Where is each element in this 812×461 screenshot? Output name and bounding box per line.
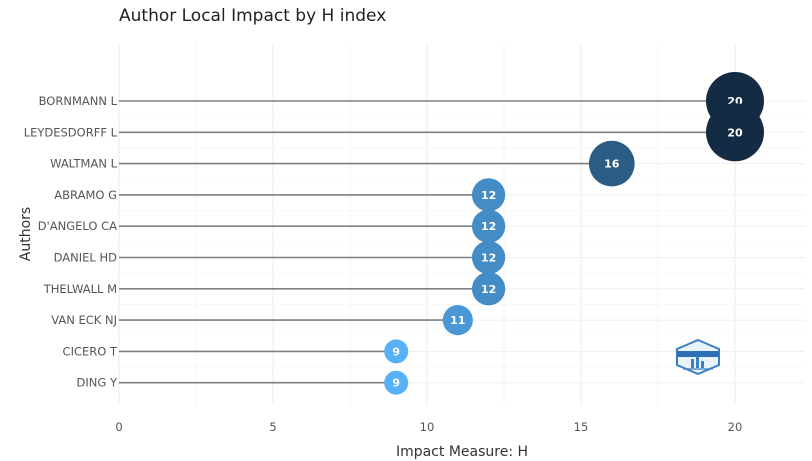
x-tick-label: 0 [115,420,122,434]
y-tick-labels: BORNMANN L LEYDESDORFF L WALTMAN L ABRAMO G… [24,94,118,390]
data-label: 9 [392,345,400,358]
y-tick-label: D'ANGELO CA [38,219,117,233]
x-tick-label: 15 [574,420,589,434]
y-tick-label: DANIEL HD [54,251,117,265]
chart-title: Author Local Impact by H index [119,6,387,26]
data-point [706,103,764,162]
y-tick-label: CICERO T [63,344,118,358]
data-label: 11 [450,314,465,327]
data-point [588,140,635,187]
data-label: 12 [481,189,496,202]
data-point [384,339,409,364]
x-tick-label: 20 [728,420,743,434]
y-tick-label: LEYDESDORFF L [24,125,118,139]
data-point [384,370,409,395]
y-tick-label: DING Y [77,376,118,390]
y-tick-label: BORNMANN L [39,94,118,108]
y-tick-label: ABRAMO G [54,188,117,202]
data-label: 20 [727,126,743,139]
y-tick-label: THELWALL M [43,282,117,296]
y-tick-label: WALTMAN L [50,157,118,171]
data-label: 16 [604,158,620,171]
y-axis-label: Authors [18,206,34,262]
data-label: 12 [481,283,496,296]
data-point [471,272,506,306]
data-point [471,240,506,275]
data-point [471,178,506,212]
data-label: 12 [481,252,496,265]
data-label: 12 [481,220,496,233]
x-tick-labels: 0 5 10 15 20 [115,420,742,434]
x-tick-label: 5 [269,420,276,434]
stems [119,100,735,384]
x-tick-label: 10 [420,420,435,434]
data-point [471,209,506,243]
bibliometrix-logo [676,339,720,375]
data-point [442,305,473,336]
x-axis-label: Impact Measure: H [395,444,529,460]
data-label: 9 [392,377,400,390]
y-tick-label: VAN ECK NJ [51,313,117,327]
